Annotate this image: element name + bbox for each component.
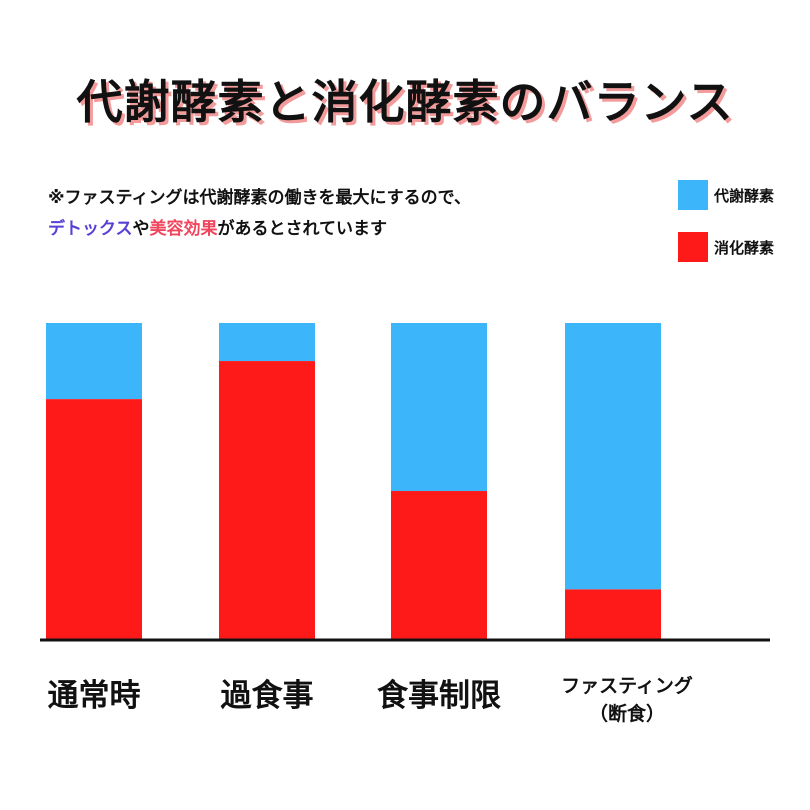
legend-swatch-metabolic <box>678 180 708 210</box>
note-rest: があるとされています <box>217 219 388 239</box>
category-label-diet: 食事制限 <box>377 678 501 714</box>
category-label-regular: 通常時 <box>48 678 141 714</box>
bar-regular-metabolic <box>46 323 142 400</box>
bar-fasting-metabolic <box>565 323 661 590</box>
chart-note: ※ファスティングは代謝酵素の働きを最大にするので、 デトックスや美容効果があると… <box>48 183 471 245</box>
note-detox: デトックス <box>48 219 133 239</box>
legend-swatch-digestive <box>678 232 708 262</box>
legend-item-digestive: 消化酵素 <box>678 232 774 262</box>
legend-label-metabolic: 代謝酵素 <box>714 186 775 205</box>
note-line-1: ※ファスティングは代謝酵素の働きを最大にするので、 <box>48 188 471 208</box>
bar-diet-digestive <box>391 491 487 640</box>
category-labels: 通常時 過食事 食事制限 ファスティング（断食） <box>48 674 693 725</box>
bar-diet-metabolic <box>391 323 487 492</box>
note-ya: や <box>132 219 150 239</box>
legend-item-metabolic: 代謝酵素 <box>678 180 774 210</box>
legend-label-digestive: 消化酵素 <box>714 238 775 257</box>
bar-overeating-metabolic <box>219 323 315 362</box>
bars-group <box>46 323 661 640</box>
bar-regular-digestive <box>46 399 142 640</box>
note-line-2: デトックスや美容効果があるとされています <box>48 214 471 245</box>
chart-title: 代謝酵素と消化酵素のバランス <box>76 75 734 129</box>
category-label-fasting: ファスティング（断食） <box>561 674 693 725</box>
legend: 代謝酵素 消化酵素 <box>678 180 774 284</box>
bar-overeating-digestive <box>219 361 315 640</box>
category-label-overeating: 過食事 <box>221 678 314 714</box>
bar-fasting-digestive <box>565 589 661 640</box>
note-beauty: 美容効果 <box>149 219 218 239</box>
